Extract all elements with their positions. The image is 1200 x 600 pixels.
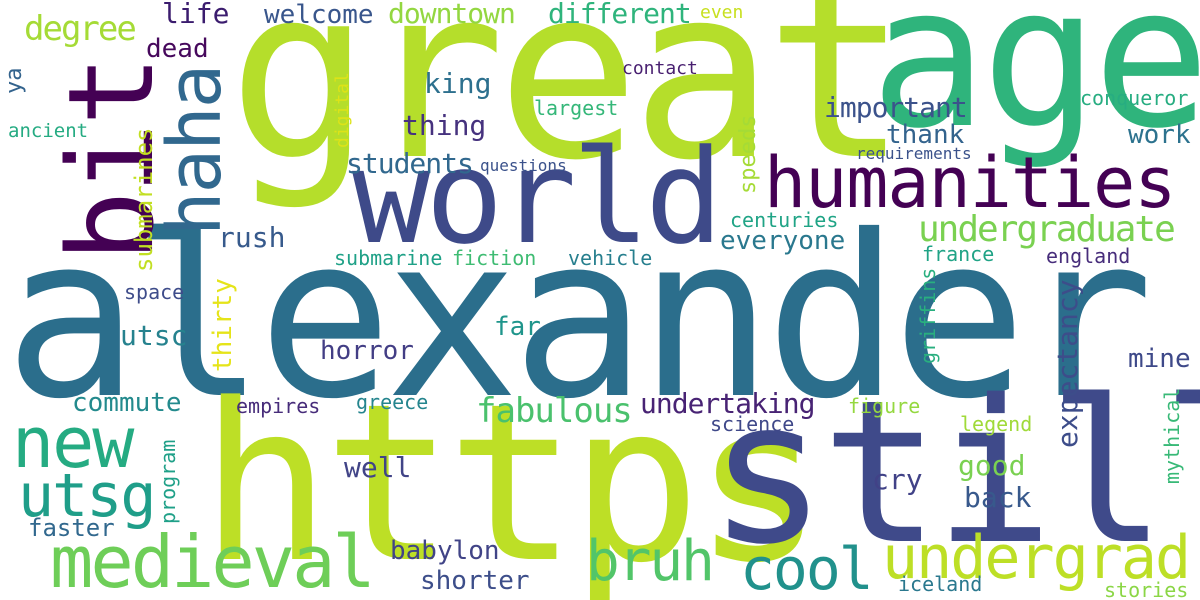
word-king: king <box>424 67 492 100</box>
word-questions: questions <box>480 156 567 175</box>
word-largest: largest <box>534 96 619 120</box>
word-good: good <box>958 449 1026 482</box>
word-centuries: centuries <box>730 208 839 232</box>
word-ya: ya <box>2 67 27 95</box>
word-speeds: speeds <box>736 114 761 194</box>
word-submarines: submarines <box>130 127 158 273</box>
word-new: new <box>12 402 134 484</box>
word-well: well <box>344 451 412 484</box>
word-welcome: welcome <box>264 0 374 30</box>
word-fabulous: fabulous <box>476 391 633 431</box>
word-fiction: fiction <box>452 246 537 270</box>
word-cool: cool <box>740 535 874 600</box>
word-science: science <box>710 412 795 436</box>
word-alexander: alexander <box>4 187 1154 448</box>
word-france: france <box>922 242 995 266</box>
word-age: age <box>870 0 1200 171</box>
word-figure: figure <box>848 394 921 418</box>
word-undertaking: undertaking <box>640 387 815 420</box>
word-everyone: everyone <box>720 226 846 256</box>
word-degree: degree <box>24 9 137 49</box>
word-utsc: utsc <box>120 319 188 352</box>
word-humanities: humanities <box>764 142 1176 224</box>
word-undergraduate: undergraduate <box>918 209 1176 250</box>
word-digital: digital <box>332 72 353 148</box>
word-thank: thank <box>886 120 965 150</box>
word-dead: dead <box>146 34 209 64</box>
word-rush: rush <box>218 221 286 254</box>
word-cry: cry <box>872 463 923 496</box>
word-mine: mine <box>1128 344 1191 374</box>
word-requirements: requirements <box>856 144 972 163</box>
word-commute: commute <box>72 388 182 418</box>
word-students: students <box>346 147 474 180</box>
word-vehicle: vehicle <box>568 246 653 270</box>
word-submarine: submarine <box>334 246 443 270</box>
word-utsg: utsg <box>18 461 156 531</box>
word-horror: horror <box>320 336 414 366</box>
word-ancient: ancient <box>8 120 89 142</box>
word-undergrad: undergrad <box>882 523 1191 593</box>
word-stories: stories <box>1104 578 1189 600</box>
word-haha: haha <box>152 65 238 236</box>
word-space: space <box>124 280 185 304</box>
word-faster: faster <box>28 514 115 542</box>
word-great: great <box>228 0 908 213</box>
word-greece: greece <box>356 390 429 414</box>
word-program: program <box>156 439 180 524</box>
word-iceland: iceland <box>898 572 983 596</box>
word-far: far <box>494 312 541 342</box>
word-medieval: medieval <box>50 520 376 600</box>
word-downtown: downtown <box>388 0 516 30</box>
word-still: still <box>708 357 1200 588</box>
word-contact: contact <box>622 58 698 79</box>
word-babylon: babylon <box>390 536 500 566</box>
word-mythical: mythical <box>1160 387 1184 484</box>
word-https: https <box>200 358 824 600</box>
word-life: life <box>162 0 230 30</box>
word-expectancy: expectancy <box>1051 279 1084 448</box>
word-empires: empires <box>236 394 321 418</box>
word-back: back <box>964 481 1032 514</box>
word-bruh: bruh <box>586 529 715 594</box>
word-legend: legend <box>960 412 1033 436</box>
word-shorter: shorter <box>420 566 530 596</box>
word-work: work <box>1128 120 1191 150</box>
word-conqueror: conqueror <box>1080 86 1189 110</box>
word-world: world <box>352 121 723 273</box>
word-different: different <box>548 0 692 30</box>
word-important: important <box>824 91 968 124</box>
word-even: even <box>700 2 744 23</box>
word-thirty: thirty <box>208 278 238 372</box>
word-griffins: griffins <box>916 267 940 364</box>
word-thing: thing <box>402 109 487 142</box>
word-england: england <box>1046 244 1131 268</box>
